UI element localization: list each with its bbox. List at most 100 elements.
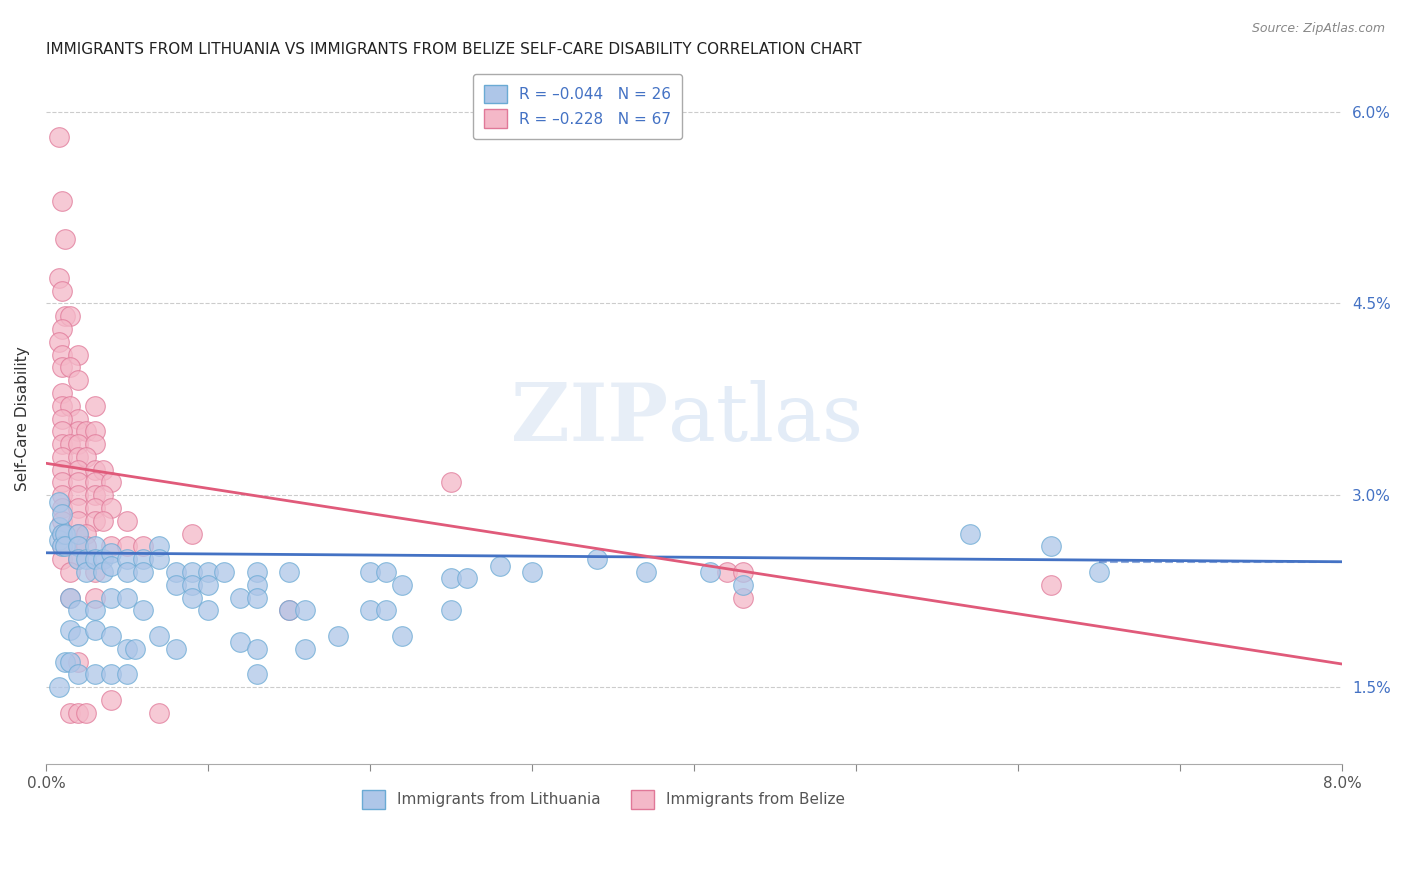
Point bbox=[100, 667, 122, 681]
Point bbox=[100, 540, 122, 554]
Point bbox=[67, 552, 90, 566]
Point bbox=[391, 578, 413, 592]
Point bbox=[67, 514, 90, 528]
Point bbox=[115, 565, 138, 579]
Point bbox=[699, 565, 721, 579]
Point bbox=[246, 667, 269, 681]
Point bbox=[55, 309, 77, 323]
Point bbox=[326, 629, 349, 643]
Legend: Immigrants from Lithuania, Immigrants from Belize: Immigrants from Lithuania, Immigrants fr… bbox=[356, 784, 851, 815]
Point bbox=[67, 706, 90, 720]
Point bbox=[67, 450, 90, 464]
Point bbox=[634, 565, 657, 579]
Point bbox=[83, 463, 105, 477]
Point bbox=[51, 463, 73, 477]
Point bbox=[51, 508, 73, 522]
Point bbox=[83, 488, 105, 502]
Point bbox=[51, 540, 73, 554]
Point bbox=[51, 552, 73, 566]
Point bbox=[67, 425, 90, 439]
Point bbox=[67, 488, 90, 502]
Point bbox=[67, 629, 90, 643]
Point bbox=[180, 578, 202, 592]
Point bbox=[59, 591, 82, 605]
Point bbox=[76, 565, 98, 579]
Point bbox=[48, 520, 70, 534]
Point bbox=[51, 540, 73, 554]
Point bbox=[83, 437, 105, 451]
Point bbox=[246, 591, 269, 605]
Point bbox=[1088, 565, 1111, 579]
Point bbox=[91, 463, 114, 477]
Point bbox=[716, 565, 738, 579]
Point bbox=[51, 399, 73, 413]
Point bbox=[83, 591, 105, 605]
Point bbox=[91, 514, 114, 528]
Text: ZIP: ZIP bbox=[512, 379, 668, 458]
Point bbox=[59, 565, 82, 579]
Point bbox=[165, 578, 187, 592]
Point bbox=[391, 629, 413, 643]
Point bbox=[67, 526, 90, 541]
Text: Source: ZipAtlas.com: Source: ZipAtlas.com bbox=[1251, 22, 1385, 36]
Point bbox=[278, 603, 301, 617]
Point bbox=[83, 475, 105, 490]
Point bbox=[48, 533, 70, 547]
Point bbox=[959, 526, 981, 541]
Point bbox=[115, 552, 138, 566]
Point bbox=[100, 693, 122, 707]
Point bbox=[132, 552, 155, 566]
Point bbox=[124, 641, 146, 656]
Point bbox=[148, 706, 170, 720]
Point bbox=[165, 641, 187, 656]
Point bbox=[51, 411, 73, 425]
Point bbox=[731, 578, 754, 592]
Point bbox=[67, 373, 90, 387]
Point bbox=[148, 552, 170, 566]
Point bbox=[67, 603, 90, 617]
Point bbox=[115, 667, 138, 681]
Point bbox=[1039, 540, 1062, 554]
Point bbox=[67, 540, 90, 554]
Point bbox=[100, 591, 122, 605]
Point bbox=[731, 591, 754, 605]
Point bbox=[586, 552, 609, 566]
Point bbox=[59, 591, 82, 605]
Point bbox=[229, 591, 252, 605]
Point bbox=[278, 603, 301, 617]
Point bbox=[67, 347, 90, 361]
Point bbox=[148, 629, 170, 643]
Point bbox=[180, 591, 202, 605]
Point bbox=[51, 194, 73, 208]
Point bbox=[67, 540, 90, 554]
Point bbox=[115, 591, 138, 605]
Point bbox=[91, 488, 114, 502]
Point bbox=[115, 514, 138, 528]
Point bbox=[67, 655, 90, 669]
Point bbox=[456, 571, 478, 585]
Point bbox=[294, 603, 316, 617]
Point bbox=[197, 603, 219, 617]
Point bbox=[51, 360, 73, 375]
Point bbox=[55, 232, 77, 246]
Point bbox=[51, 284, 73, 298]
Point bbox=[83, 623, 105, 637]
Point bbox=[132, 603, 155, 617]
Point bbox=[51, 475, 73, 490]
Point bbox=[115, 540, 138, 554]
Text: atlas: atlas bbox=[668, 379, 863, 458]
Point bbox=[59, 623, 82, 637]
Point bbox=[83, 399, 105, 413]
Point bbox=[197, 578, 219, 592]
Point bbox=[51, 347, 73, 361]
Point bbox=[246, 565, 269, 579]
Point bbox=[67, 475, 90, 490]
Point bbox=[51, 514, 73, 528]
Point bbox=[76, 526, 98, 541]
Point bbox=[440, 603, 463, 617]
Point bbox=[197, 565, 219, 579]
Point bbox=[100, 501, 122, 516]
Point bbox=[59, 655, 82, 669]
Point bbox=[440, 571, 463, 585]
Point bbox=[48, 130, 70, 145]
